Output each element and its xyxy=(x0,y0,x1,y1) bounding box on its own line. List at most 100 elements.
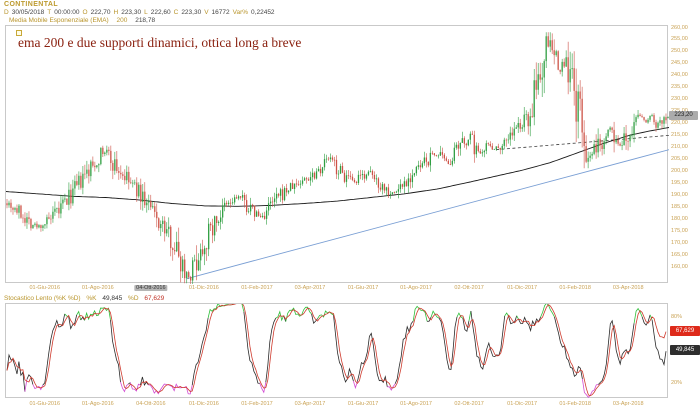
price-tick-label: 210,00 xyxy=(671,144,688,150)
date-tick-label: 01-Dic-2017 xyxy=(507,401,538,407)
quote-value: 223,30 xyxy=(181,9,202,16)
quote-value: 30/05/2018 xyxy=(11,9,45,16)
stochastic-k-line xyxy=(438,316,458,370)
stochastic-k-line xyxy=(357,332,388,387)
stochastic-k-line xyxy=(540,304,555,318)
stochastic-indicator-row[interactable]: Stocastico Lento (%K %D) %K 49,845 %D 67… xyxy=(4,295,168,302)
stochastic-k-line xyxy=(243,311,260,384)
price-tick-label: 195,00 xyxy=(671,179,688,186)
stochastic-k-line xyxy=(462,318,470,333)
date-tick-label: 01-Dic-2016 xyxy=(188,285,219,291)
stochastic-k-line xyxy=(518,316,541,333)
price-tick-label: 200,00 xyxy=(671,167,688,174)
date-tick-label: 01-Feb-2017 xyxy=(241,401,273,407)
stochastic-k-line xyxy=(470,310,506,370)
support-trendline-dashed xyxy=(495,134,669,151)
annotation-anchor-handle[interactable] xyxy=(16,30,22,36)
stochastic-d-tag: 67,629 xyxy=(670,325,700,336)
stochastic-k-line xyxy=(76,310,82,321)
price-tick-label: 215,00 xyxy=(671,132,688,139)
stochastic-label: Stocastico Lento (%K %D) xyxy=(4,295,81,302)
main-chart-date-axis[interactable]: 01-Giu-2016 01-Ago-2016 04-Ott-2016 01-Dic-… xyxy=(5,285,668,295)
stochastic-date-axis[interactable]: 01-Giu-2016 01-Ago-2016 04-Ott-2016 01-Dic-… xyxy=(5,401,668,411)
date-tick-label: 01-Feb-2017 xyxy=(241,285,273,291)
price-tick-label: 160,00 xyxy=(671,263,688,270)
ema-value: 218,78 xyxy=(135,16,156,24)
stochastic-k-line xyxy=(651,319,667,367)
stochastic-k-line xyxy=(456,312,464,319)
date-tick-label: 02-Ott-2017 xyxy=(454,285,484,291)
price-tick-label: 170,00 xyxy=(671,239,688,246)
price-tick-label: 245,00 xyxy=(671,60,688,67)
stochastic-d-value: 67,629 xyxy=(144,295,165,302)
ema-period: 200 xyxy=(116,16,128,24)
stochastic-k-line xyxy=(333,314,354,383)
stochastic-k-line xyxy=(84,307,111,321)
stochastic-k-line xyxy=(387,383,396,391)
date-tick-label: 03-Apr-2017 xyxy=(294,285,326,291)
stochastic-k-line xyxy=(265,317,277,383)
stochastic-k-line xyxy=(353,380,358,390)
price-tick-label: 190,00 xyxy=(671,191,688,198)
last-price-tag: 223,20 xyxy=(669,111,698,121)
quote-label: C xyxy=(173,9,179,16)
quote-label: V xyxy=(204,9,209,16)
quote-label: L xyxy=(144,9,148,16)
chart-annotation-text[interactable]: ema 200 e due supporti dinamici, ottica … xyxy=(18,35,302,50)
quote-label: Var% xyxy=(232,9,249,16)
stochastic-k-line xyxy=(207,304,245,319)
candlestick-chart-canvas[interactable] xyxy=(5,25,669,284)
stochastic-k-line xyxy=(412,305,428,322)
quote-label: D xyxy=(4,9,9,16)
date-tick-label: 01-Giu-2017 xyxy=(347,285,379,291)
stochastic-k-line xyxy=(641,314,651,326)
stochastic-k-line xyxy=(317,310,334,319)
stochastic-k-line xyxy=(649,314,653,321)
candle-wicks-up xyxy=(8,32,669,284)
stochastic-k-line xyxy=(120,381,129,393)
price-tick-label: 225,00 xyxy=(671,108,688,114)
quote-value: 222,70 xyxy=(90,9,111,16)
stochastic-chart-canvas[interactable] xyxy=(5,303,668,399)
quote-value: 16772 xyxy=(211,9,230,16)
stochastic-k-line xyxy=(110,319,121,383)
ema200-line xyxy=(6,127,669,207)
date-tick-label: 01-Dic-2016 xyxy=(188,401,219,407)
price-tick-label: 220,00 xyxy=(671,120,688,127)
stochastic-d-label: %D xyxy=(128,295,139,302)
stochastic-k-line xyxy=(285,306,312,322)
stochastic-k-line xyxy=(633,307,643,324)
stochastic-k-line xyxy=(504,312,510,317)
date-tick-label: 01-Ago-2017 xyxy=(400,285,432,291)
date-tick-label: 01-Ago-2017 xyxy=(400,401,432,407)
stochastic-k-line xyxy=(508,315,518,325)
price-tick-label: 235,00 xyxy=(671,84,688,91)
stochastic-k-line xyxy=(24,379,28,392)
stochastic-k-line xyxy=(140,376,149,386)
date-tick-label: 03-Apr-2018 xyxy=(612,401,644,407)
price-tick-label: 185,00 xyxy=(671,203,688,210)
stochastic-k-line xyxy=(582,378,599,399)
date-tick-label: 01-Giu-2017 xyxy=(347,401,379,407)
stochastic-k-line xyxy=(311,313,318,325)
support-trendline-blue xyxy=(186,149,669,280)
price-tick-label: 165,00 xyxy=(671,251,688,258)
ema-indicator-row[interactable]: Media Mobile Esponenziale (EMA) 200 218,… xyxy=(9,17,161,24)
stochastic-k-line xyxy=(394,320,414,384)
stochastic-k-line xyxy=(130,382,141,392)
date-tick-label: 01-Feb-2018 xyxy=(559,285,591,291)
date-tick-label: 01-Ago-2016 xyxy=(81,285,114,291)
stochastic-k-line xyxy=(26,374,34,385)
quote-value: 223,30 xyxy=(121,9,142,16)
stochastic-k-line xyxy=(191,317,209,386)
stochastic-k-line xyxy=(80,316,85,321)
ema-indicator-label: Media Mobile Esponenziale (EMA) xyxy=(9,16,109,24)
stochastic-k-line xyxy=(42,313,66,386)
date-tick-label: 01-Feb-2018 xyxy=(559,401,591,407)
ohlc-quote-row: D 30/05/2018 T 00:00:00 O 222,70 H 223,30 L 222,6… xyxy=(4,9,278,16)
price-axis[interactable]: 260,00 255,00 250,00 245,00 240,00 235,00 230,… xyxy=(668,25,700,283)
quote-label: T xyxy=(47,9,52,16)
price-tick-label: 230,00 xyxy=(671,96,688,103)
stochastic-k-line xyxy=(275,310,285,322)
